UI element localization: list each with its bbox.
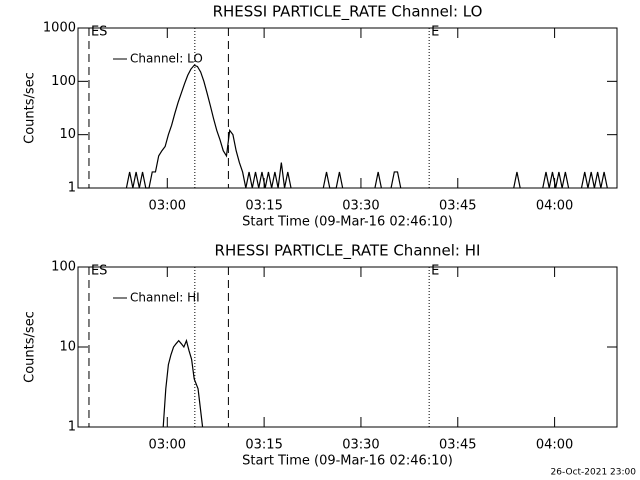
- y-tick-label: 100: [51, 260, 76, 275]
- x-tick-label: 03:15: [245, 199, 282, 214]
- x-tick-label: 03:00: [149, 199, 186, 214]
- x-tick-label: 03:30: [342, 199, 379, 214]
- x-axis-label: Start Time (09-Mar-16 02:46:10): [242, 215, 453, 230]
- y-tick-label: 1: [68, 181, 76, 196]
- x-tick-label: 03:45: [439, 438, 476, 453]
- x-axis-label: Start Time (09-Mar-16 02:46:10): [242, 454, 453, 469]
- data-line: [162, 338, 204, 428]
- plot-frame: [77, 266, 618, 428]
- event-label: E: [431, 25, 439, 40]
- y-tick-label: 10: [59, 127, 76, 142]
- legend-label: Channel: LO: [130, 52, 203, 66]
- x-tick-label: 03:15: [245, 438, 282, 453]
- y-axis-label: Counts/sec: [23, 311, 38, 383]
- event-label: ES: [91, 25, 107, 40]
- y-tick-label: 100: [51, 74, 76, 89]
- x-tick-label: 03:45: [439, 199, 476, 214]
- event-label: E: [431, 264, 439, 279]
- y-tick-label: 1: [68, 420, 76, 435]
- y-tick-label: 1000: [43, 21, 76, 36]
- plot-frame: [77, 27, 618, 189]
- x-tick-label: 03:30: [342, 438, 379, 453]
- legend-label: Channel: HI: [130, 291, 200, 305]
- y-tick-label: 10: [59, 340, 76, 355]
- chart-title: RHESSI PARTICLE_RATE Channel: HI: [215, 242, 481, 261]
- x-tick-label: 04:00: [536, 199, 573, 214]
- y-axis-label: Counts/sec: [23, 72, 38, 144]
- event-label: ES: [91, 264, 107, 279]
- chart-title: RHESSI PARTICLE_RATE Channel: LO: [213, 3, 483, 22]
- footer: 26-Oct-2021 23:00: [551, 468, 637, 478]
- x-tick-label: 03:00: [149, 438, 186, 453]
- x-tick-label: 04:00: [536, 438, 573, 453]
